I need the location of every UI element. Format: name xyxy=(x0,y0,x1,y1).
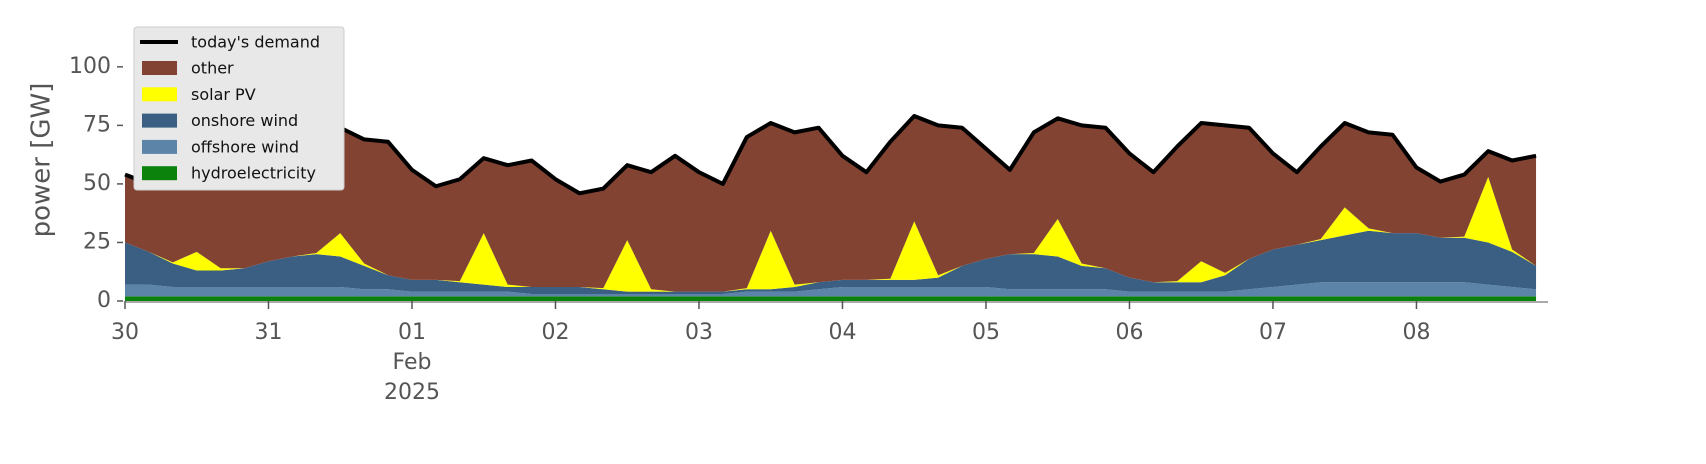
y-tick-label: 50 xyxy=(83,171,111,196)
x-tick-label: 06 xyxy=(1115,320,1143,345)
area xyxy=(125,282,1537,297)
area xyxy=(125,176,1537,292)
legend-label: hydroelectricity xyxy=(191,164,316,183)
x-tick-label: 08 xyxy=(1402,320,1430,345)
area xyxy=(125,230,1537,294)
x-tick-label: 01 Feb 2025 xyxy=(384,320,440,405)
legend-label: solar PV xyxy=(191,85,256,104)
x-tick-label: 02 xyxy=(541,320,569,345)
legend-swatch xyxy=(142,166,177,181)
demand-line xyxy=(124,114,1537,196)
x-tick-label: 30 xyxy=(111,320,139,345)
legend-box xyxy=(133,26,345,191)
y-tick-label: 75 xyxy=(83,112,111,137)
legend-swatch xyxy=(142,113,177,128)
legend-swatch xyxy=(142,139,177,154)
x-tick-label: 04 xyxy=(828,320,856,345)
y-axis-label: power [GW] xyxy=(27,83,57,238)
y-tick-label: 100 xyxy=(69,54,111,79)
x-tick-label: 03 xyxy=(685,320,713,345)
y-tick-label: 0 xyxy=(97,288,111,313)
legend-label: other xyxy=(191,59,234,78)
legend-label: onshore wind xyxy=(191,111,298,130)
area xyxy=(125,116,1537,292)
x-tick-label: 05 xyxy=(972,320,1000,345)
x-tick-label: 31 xyxy=(254,320,282,345)
legend-label: today's demand xyxy=(191,33,320,52)
y-tick-label: 25 xyxy=(83,229,111,254)
legend: today's demand other solar PV onshore wind o… xyxy=(133,26,345,191)
legend-swatch xyxy=(142,87,177,102)
x-tick-label: 07 xyxy=(1259,320,1287,345)
legend-swatch xyxy=(142,61,177,75)
area xyxy=(125,296,1537,301)
legend-label: offshore wind xyxy=(191,137,299,156)
